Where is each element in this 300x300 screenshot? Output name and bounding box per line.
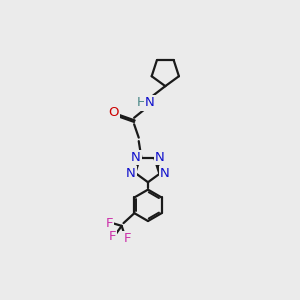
Text: N: N xyxy=(131,151,141,164)
Text: N: N xyxy=(126,167,136,180)
Text: N: N xyxy=(155,151,165,164)
Text: N: N xyxy=(160,167,170,180)
Text: F: F xyxy=(109,230,116,244)
Text: O: O xyxy=(109,106,119,119)
Text: F: F xyxy=(105,217,113,230)
Text: H: H xyxy=(136,97,146,110)
Text: N: N xyxy=(145,97,155,110)
Text: F: F xyxy=(124,232,131,245)
